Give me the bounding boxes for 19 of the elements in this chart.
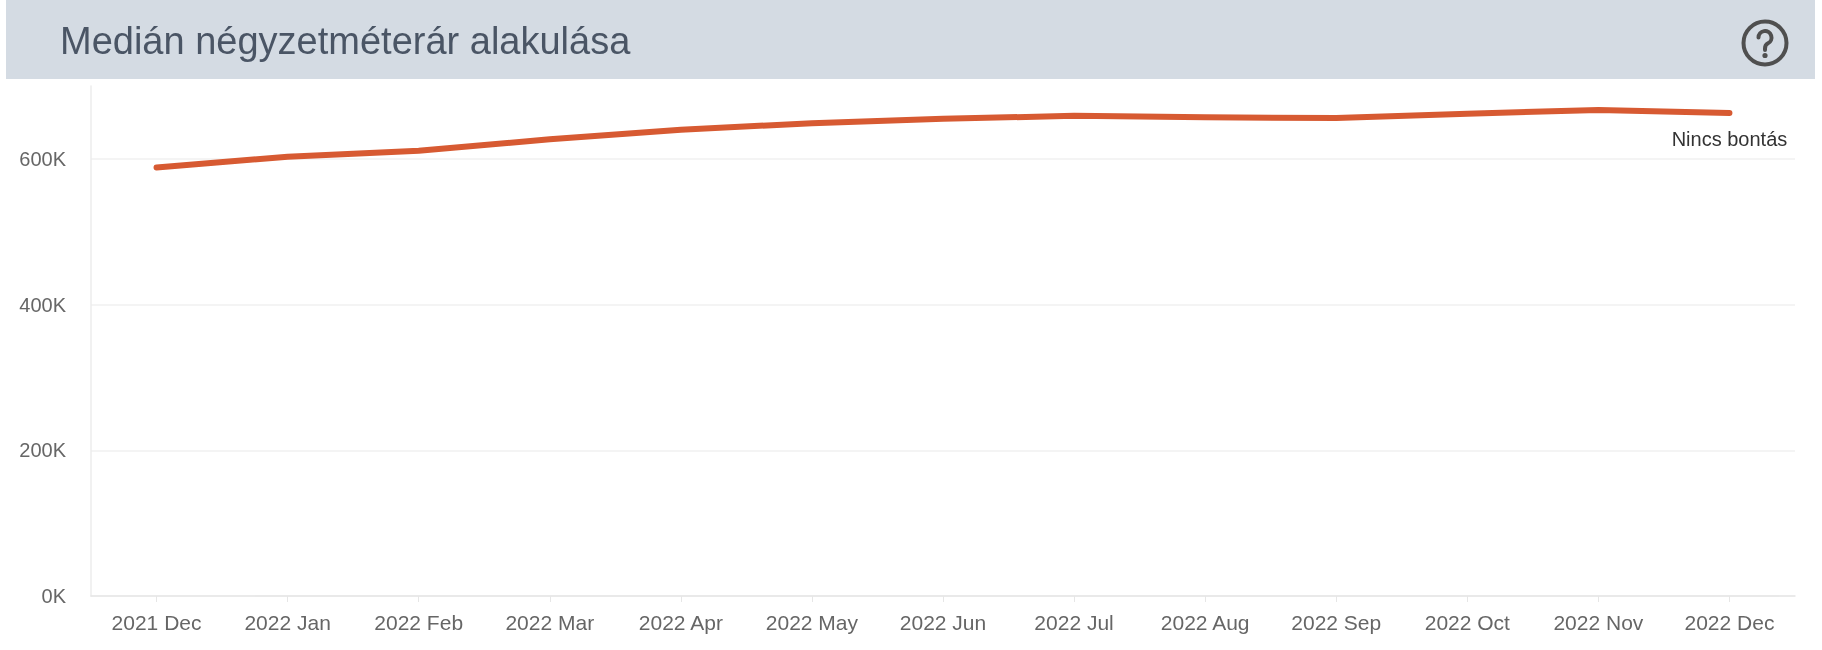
x-tick-label: 2022 Jul	[1034, 611, 1114, 634]
x-tick-label: 2022 Oct	[1424, 611, 1511, 634]
x-tick-label: 2022 Nov	[1553, 611, 1644, 634]
x-tick-label: 2022 Jun	[899, 611, 987, 634]
y-tick-label: 200K	[19, 439, 67, 462]
y-tick-label: 400K	[19, 293, 67, 316]
x-tick-label: 2022 Aug	[1160, 611, 1250, 634]
x-tick-label: 2022 Mar	[505, 611, 595, 634]
y-tick-label: 0K	[41, 585, 67, 607]
x-tick-label: 2022 Jan	[244, 611, 331, 634]
x-tick-label: 2022 Apr	[638, 611, 723, 634]
x-tick-label: 2021 Dec	[111, 611, 202, 634]
x-tick-label: 2022 Sep	[1291, 611, 1382, 634]
y-tick-label: 600K	[19, 147, 67, 170]
x-tick-label: 2022 May	[765, 611, 859, 634]
x-tick-label: 2022 Dec	[1684, 611, 1775, 634]
x-tick-label: 2022 Feb	[374, 611, 464, 634]
chart-title: Medián négyzetméterár alakulása	[60, 19, 631, 63]
series-label: Nincs bontás	[1671, 127, 1788, 150]
